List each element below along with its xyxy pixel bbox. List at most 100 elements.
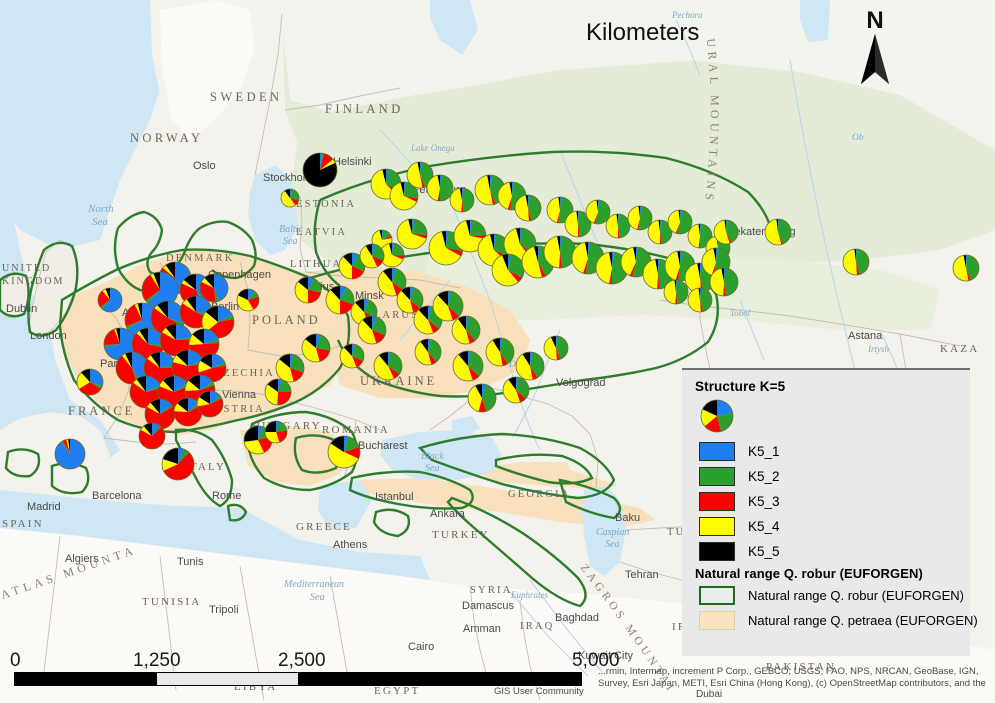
structure-pie[interactable]	[952, 254, 980, 282]
structure-pie[interactable]	[396, 218, 428, 250]
structure-pie[interactable]	[379, 242, 405, 268]
structure-pie[interactable]	[302, 152, 338, 188]
structure-pie[interactable]	[426, 174, 454, 202]
pie-slice-1	[344, 436, 360, 452]
legend-item-k5_1[interactable]: K5_1	[694, 440, 960, 463]
structure-pie[interactable]	[663, 279, 689, 305]
structure-pie[interactable]	[199, 273, 229, 303]
structure-pie[interactable]	[359, 243, 385, 269]
legend-range-item-0[interactable]: Natural range Q. robur (EUFORGEN)	[694, 584, 964, 607]
structure-pie[interactable]	[585, 199, 611, 225]
structure-pie[interactable]	[138, 422, 166, 450]
structure-pie[interactable]	[432, 290, 464, 322]
structure-pie[interactable]	[709, 267, 739, 297]
pie-outline	[713, 219, 739, 245]
structure-pie[interactable]	[627, 205, 653, 231]
structure-pie[interactable]	[515, 351, 545, 381]
pie-slice-2	[675, 222, 680, 234]
structure-pie[interactable]	[389, 181, 419, 211]
pie-slice-4	[420, 339, 428, 352]
legend-swatch-k5_4	[699, 517, 735, 536]
legend-title: Structure K=5	[695, 379, 786, 394]
structure-pie[interactable]	[76, 368, 104, 396]
structure-pie[interactable]	[414, 338, 442, 366]
structure-pie[interactable]	[196, 390, 224, 418]
pie-slice-2	[125, 304, 142, 327]
structure-pie[interactable]	[543, 235, 577, 269]
pie-slice-1	[618, 214, 631, 238]
structure-pie[interactable]	[159, 323, 193, 357]
structure-pie[interactable]	[280, 188, 300, 208]
structure-pie[interactable]	[141, 271, 179, 309]
pie-slice-4	[776, 219, 778, 232]
structure-pie[interactable]	[339, 343, 365, 369]
structure-pie[interactable]	[301, 333, 331, 363]
pie-slice-4	[355, 299, 364, 312]
pie-slice-0	[344, 436, 348, 452]
pie-slice-0	[352, 253, 359, 266]
structure-pie[interactable]	[373, 351, 403, 381]
structure-pie[interactable]	[453, 219, 487, 253]
pie-outline	[709, 267, 739, 297]
structure-pie[interactable]	[452, 350, 484, 382]
pie-slice-4	[186, 296, 196, 312]
north-arrow-icon	[861, 34, 889, 84]
pie-outline	[663, 279, 689, 305]
structure-pie[interactable]	[97, 287, 123, 313]
pie-slice-0	[214, 274, 229, 302]
legend-panel[interactable]: Structure K=5 K5_1 K5_2 K5_3 K5_4 K5_5 Natur…	[682, 368, 978, 656]
pie-slice-3	[427, 175, 440, 201]
structure-pie[interactable]	[236, 288, 260, 312]
structure-pie[interactable]	[449, 187, 475, 213]
scale-tick-0: 0	[10, 650, 21, 671]
pie-slice-2	[410, 300, 421, 313]
structure-pie[interactable]	[564, 210, 592, 238]
structure-pie[interactable]	[605, 213, 631, 239]
structure-pie[interactable]	[161, 447, 195, 481]
structure-pie[interactable]	[327, 435, 361, 469]
legend-item-k5_3[interactable]: K5_3	[694, 490, 960, 513]
structure-pie[interactable]	[485, 337, 515, 367]
structure-pie[interactable]	[173, 397, 203, 427]
structure-pie[interactable]	[396, 286, 424, 314]
structure-pie[interactable]	[687, 223, 713, 249]
structure-pie[interactable]	[325, 285, 355, 315]
structure-pie[interactable]	[687, 287, 713, 313]
structure-pie[interactable]	[842, 248, 870, 276]
pie-slice-2	[461, 200, 464, 212]
legend-range-item-1[interactable]: Natural range Q. petraea (EUFORGEN)	[694, 609, 978, 632]
structure-pie[interactable]	[543, 335, 569, 361]
structure-pie[interactable]	[667, 209, 693, 235]
structure-pie[interactable]	[275, 353, 305, 383]
pie-slice-4	[303, 153, 337, 187]
structure-pie[interactable]	[713, 219, 739, 245]
pie-slice-3	[647, 220, 660, 244]
legend-item-k5_5[interactable]: K5_5	[694, 540, 960, 563]
pie-slice-4	[183, 274, 196, 290]
pie-outline	[301, 333, 331, 363]
pie-slice-3	[516, 354, 533, 380]
legend-item-k5_4[interactable]: K5_4	[694, 515, 960, 538]
structure-pie[interactable]	[467, 383, 497, 413]
sea-of-azov	[452, 416, 480, 436]
structure-pie[interactable]	[502, 376, 530, 404]
structure-pie[interactable]	[54, 438, 86, 470]
pie-slice-0	[658, 259, 660, 274]
structure-pie[interactable]	[294, 276, 322, 304]
structure-pie[interactable]	[451, 315, 481, 345]
pie-slice-4	[633, 247, 636, 262]
pie-slice-3	[320, 159, 336, 170]
pie-slice-3	[360, 245, 378, 268]
structure-pie[interactable]	[491, 253, 525, 287]
structure-pie[interactable]	[764, 218, 792, 246]
structure-pie[interactable]	[115, 351, 149, 385]
structure-pie[interactable]	[357, 315, 387, 345]
structure-pie[interactable]	[264, 378, 292, 406]
pie-slice-3	[121, 353, 132, 368]
pie-slice-2	[556, 348, 561, 360]
legend-item-k5_2[interactable]: K5_2	[694, 465, 960, 488]
structure-pie[interactable]	[514, 194, 542, 222]
structure-pie[interactable]	[264, 420, 288, 444]
pie-slice-0	[598, 200, 600, 212]
